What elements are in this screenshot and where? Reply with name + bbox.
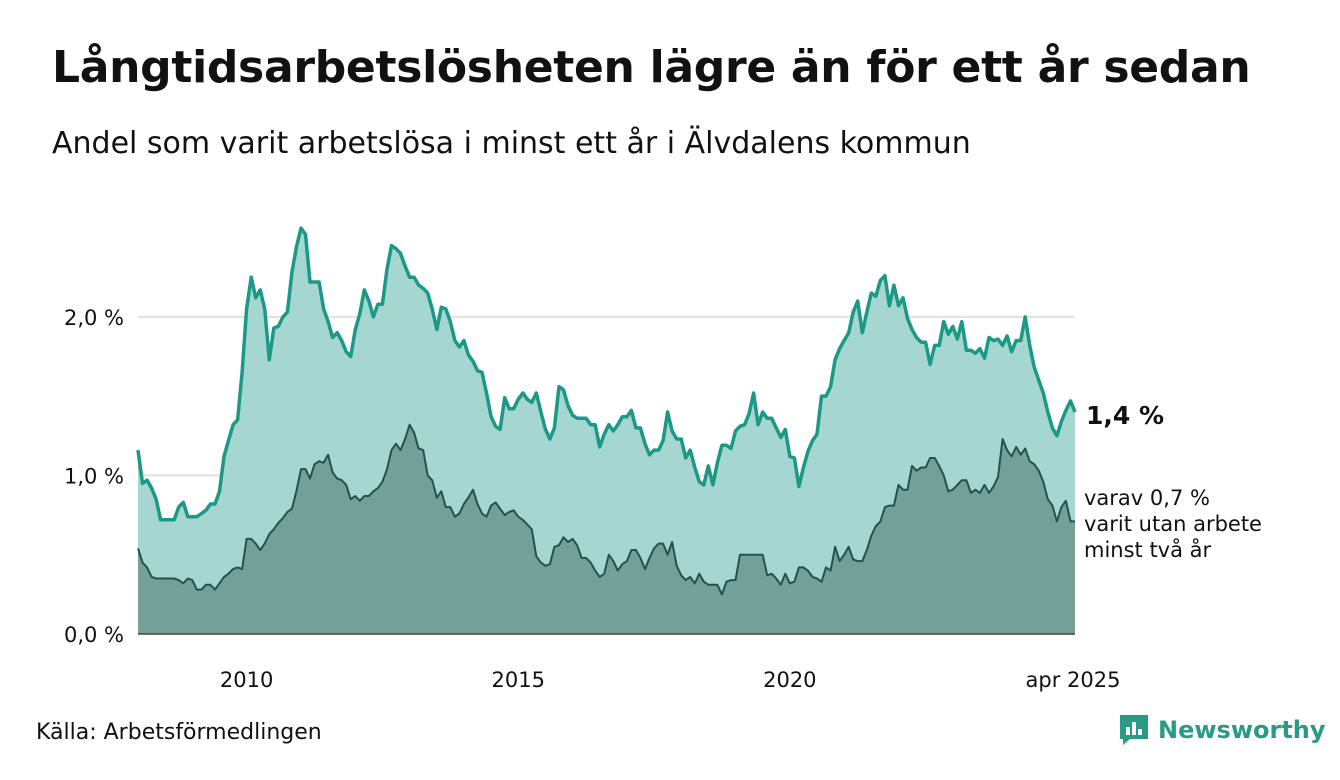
area-at_least_two_years — [138, 424, 1075, 634]
x-tick-label: 2010 — [220, 668, 273, 692]
end-label-series-2-line: varit utan arbete — [1084, 512, 1262, 536]
line-at_least_two_years — [137, 423, 1075, 596]
end-label-series-2-line: minst två år — [1084, 537, 1212, 562]
newsworthy-logo-icon — [1120, 715, 1148, 745]
brand-logo[interactable]: Newsworthy — [1118, 712, 1326, 748]
line-at_least_one_year — [136, 226, 1077, 522]
x-tick-label: apr 2025 — [1026, 668, 1121, 692]
y-tick-label: 0,0 % — [64, 623, 124, 647]
y-tick-label: 1,0 % — [64, 464, 124, 488]
chart-subtitle: Andel som varit arbetslösa i minst ett å… — [52, 126, 971, 161]
end-label-series-2-line: varav 0,7 % — [1084, 486, 1210, 510]
x-tick-label: 2015 — [492, 668, 545, 692]
end-label-series-1: 1,4 % — [1086, 401, 1164, 430]
brand-name: Newsworthy — [1158, 716, 1326, 744]
area-chart: 0,0 % 1,0 % 2,0 % 2010 2015 2020 apr 2025 1,4 … — [64, 226, 1262, 692]
source-note: Källa: Arbetsförmedlingen — [36, 720, 322, 745]
series-lines — [136, 226, 1077, 596]
y-tick-label: 2,0 % — [64, 306, 124, 330]
chart-title: Långtidsarbetslösheten lägre än för ett … — [52, 42, 1251, 93]
x-tick-label: 2020 — [763, 668, 816, 692]
axes: 0,0 % 1,0 % 2,0 % 2010 2015 2020 apr 2025 — [64, 306, 1121, 692]
